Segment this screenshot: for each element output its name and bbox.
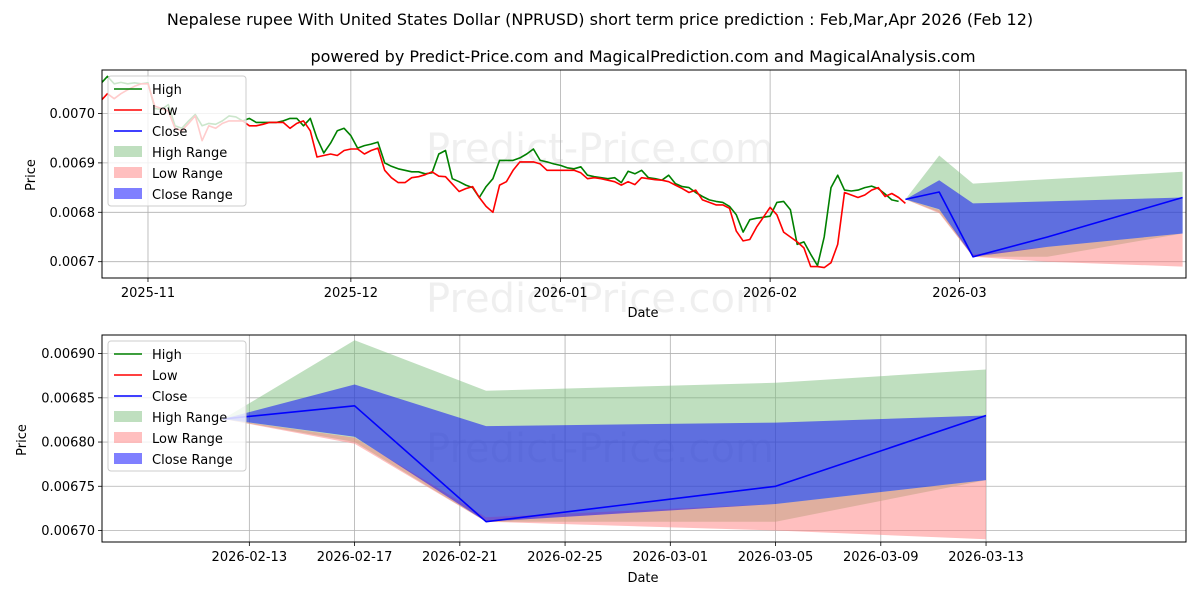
top-legend-close-label: Close [152,125,187,140]
bottom-legend: High Low Close High Range Low Range Clos… [107,340,247,472]
bottom-x-tick-label: 2026-03-01 [633,550,709,565]
bottom-legend-high-range-label: High Range [152,411,227,426]
bottom-y-tick-label: 0.00680 [41,436,95,451]
bottom-x-tick-label: 2026-03-09 [843,550,919,565]
bottom-close-forecast-line [222,404,987,523]
bottom-legend-low-range-label: Low Range [152,432,223,447]
bottom-x-tick-label: 2026-02-25 [527,550,603,565]
top-legend-high-label: High [152,83,182,98]
top-legend-high-range-label: High Range [152,146,227,161]
bottom-close-range-band [223,384,986,522]
top-axis-ticks: 2025-11 2025-12 2026-01 2026-02 2026-03 0.006… [50,107,987,301]
bottom-y-tick-label: 0.00685 [41,391,95,406]
top-x-tick-label: 2026-02 [743,286,797,301]
top-close-forecast-line [905,191,1183,258]
top-x-tick-label: 2026-03 [932,286,986,301]
bottom-x-tick-label: 2026-03-13 [948,550,1024,565]
bottom-legend-high-label: High [152,348,182,363]
bottom-plot-frame [101,334,1187,543]
top-legend-low-label: Low [152,104,178,119]
top-watermark-lower: Predict-Price.com [426,276,774,322]
bottom-x-tick-label: 2026-02-21 [422,550,498,565]
bottom-legend-box [107,340,247,472]
bottom-y-tick-label: 0.00690 [41,347,95,362]
top-close-range-band [905,180,1183,257]
bottom-legend-low-label: Low [152,369,178,384]
top-legend-close-range-swatch [114,188,142,199]
top-legend-high-range-swatch [114,146,142,157]
bottom-y-tick-label: 0.00670 [41,524,95,539]
bottom-x-tick-label: 2026-02-17 [317,550,393,565]
top-low-range-band [905,199,1183,267]
chart-subtitle: powered by Predict-Price.com and Magical… [310,47,975,66]
bottom-y-tick-label: 0.00675 [41,480,95,495]
bottom-legend-close-label: Close [152,390,187,405]
top-x-tick-label: 2026-01 [533,286,587,301]
top-range-fills [905,155,1183,267]
top-legend-low-range-label: Low Range [152,167,223,182]
top-y-tick-label: 0.0070 [50,107,96,122]
top-legend-low-range-swatch [114,167,142,178]
bottom-x-tick-label: 2026-02-13 [212,550,288,565]
top-legend-close-range-label: Close Range [152,188,233,203]
top-y-tick-label: 0.0068 [50,206,96,221]
bottom-legend-high-range-swatch [114,411,142,422]
bottom-low-range-band [223,419,986,540]
bottom-legend-low-range-swatch [114,432,142,443]
bottom-x-axis-label: Date [627,571,658,586]
bottom-range-fills [223,340,986,540]
top-y-tick-label: 0.0069 [50,156,96,171]
top-x-tick-label: 2025-12 [324,286,378,301]
bottom-legend-close-range-swatch [114,453,142,464]
bottom-x-tick-label: 2026-03-05 [738,550,814,565]
chart-title: Nepalese rupee With United States Dollar… [167,10,1033,29]
bottom-axis-ticks: 2026-02-13 2026-02-17 2026-02-21 2026-02-25… [41,347,1024,565]
bottom-legend-close-range-label: Close Range [152,453,233,468]
top-panel: Predict-Price.com Predict-Price.com 2025… [24,69,1187,322]
top-legend: High Low Close High Range Low Range Clos… [107,75,247,207]
top-y-tick-label: 0.0067 [50,255,96,270]
top-x-axis-label: Date [627,306,658,321]
top-x-tick-label: 2025-11 [121,286,175,301]
top-legend-box [107,75,247,207]
bottom-panel: Predict-Price.com 2026-02-132026-02-1720… [15,334,1187,586]
top-y-axis-label: Price [24,159,39,191]
top-plot-frame [101,69,1187,279]
bottom-series-lines [222,404,987,523]
top-watermark-upper: Predict-Price.com [426,126,774,172]
bottom-y-axis-label: Price [15,424,30,456]
